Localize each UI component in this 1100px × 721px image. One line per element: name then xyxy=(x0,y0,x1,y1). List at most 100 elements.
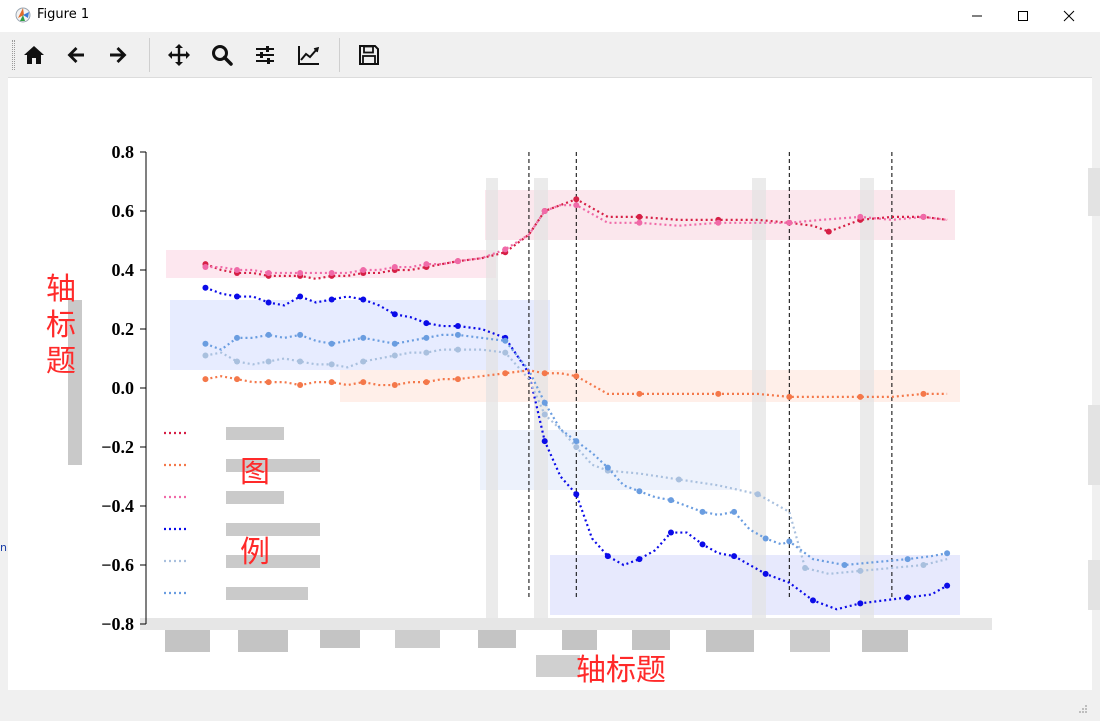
home-button[interactable] xyxy=(18,40,50,70)
data-point xyxy=(573,491,580,498)
data-point xyxy=(762,535,769,542)
data-point xyxy=(731,553,738,560)
background-window-fragment: n xyxy=(0,541,7,554)
y-tick-label: −0.6 xyxy=(101,555,134,575)
data-point xyxy=(360,296,367,303)
data-point xyxy=(391,340,398,347)
data-point xyxy=(265,379,272,386)
series-line xyxy=(205,286,948,611)
y-tick-label: 0.4 xyxy=(112,260,135,280)
data-point xyxy=(636,556,643,563)
data-point xyxy=(202,376,209,383)
data-point xyxy=(573,196,580,203)
line-chart-icon xyxy=(298,46,320,65)
title-bar: Figure 1 xyxy=(0,0,1100,32)
data-point xyxy=(857,213,864,220)
data-point xyxy=(675,476,682,483)
data-point xyxy=(699,541,706,548)
data-point xyxy=(265,358,272,365)
y-axis-title-overlay: 轴标题 xyxy=(46,272,76,379)
data-point xyxy=(636,390,643,397)
window-frame-left xyxy=(0,32,8,721)
data-point xyxy=(825,228,832,235)
data-point xyxy=(423,379,430,386)
back-button[interactable] xyxy=(60,40,92,70)
arrow-left-icon xyxy=(67,47,84,63)
data-point xyxy=(699,508,706,515)
resize-grip-icon[interactable] xyxy=(1078,704,1088,714)
data-point xyxy=(265,299,272,306)
app-icon xyxy=(15,7,31,23)
data-point xyxy=(541,370,548,377)
data-point xyxy=(904,556,911,563)
data-point xyxy=(667,497,674,504)
forward-button[interactable] xyxy=(102,40,134,70)
data-point xyxy=(809,597,816,604)
close-button[interactable] xyxy=(1046,0,1092,32)
data-point xyxy=(731,508,738,515)
legend-label-redacted xyxy=(226,523,320,536)
data-point xyxy=(265,331,272,338)
legend-label-redacted xyxy=(226,555,320,568)
x-axis-title-overlay: 轴标题 xyxy=(576,653,666,688)
data-point xyxy=(328,269,335,276)
data-point xyxy=(762,570,769,577)
toolbar-separator xyxy=(339,38,340,72)
series-line xyxy=(205,197,948,280)
toolbar-grip[interactable] xyxy=(12,40,15,70)
data-point xyxy=(360,358,367,365)
window-frame-bottom xyxy=(0,714,1100,721)
data-point xyxy=(920,213,927,220)
data-point xyxy=(234,293,241,300)
data-point xyxy=(754,491,761,498)
legend-title-overlay-1: 图 xyxy=(240,455,270,490)
data-point xyxy=(502,246,509,253)
data-point xyxy=(573,444,580,450)
save-button[interactable] xyxy=(353,40,385,70)
data-point xyxy=(265,269,272,276)
data-point xyxy=(636,488,643,495)
edit-axes-button[interactable] xyxy=(293,40,325,70)
data-point xyxy=(786,219,793,226)
maximize-button[interactable] xyxy=(1000,0,1046,32)
series-line xyxy=(205,204,948,275)
data-point xyxy=(604,553,611,560)
minimize-button[interactable] xyxy=(954,0,1000,32)
data-point xyxy=(360,267,367,273)
magnifier-icon xyxy=(212,45,233,66)
toolbar-separator xyxy=(149,38,150,72)
y-tick-label: 0.6 xyxy=(112,201,135,221)
minimize-icon xyxy=(972,15,982,17)
data-point xyxy=(423,349,430,356)
data-point xyxy=(202,352,209,359)
legend-label-redacted xyxy=(226,491,284,504)
data-point xyxy=(636,213,643,220)
data-point xyxy=(502,370,509,377)
data-point xyxy=(454,376,461,383)
data-point xyxy=(786,538,793,545)
maximize-icon xyxy=(1018,11,1028,21)
data-point xyxy=(944,582,951,589)
data-point xyxy=(454,331,461,338)
window-title: Figure 1 xyxy=(37,7,90,22)
y-tick-group: 0.8 0.6 0.4 0.2 0.0 −0.2 −0.4 −0.6 −0.8 xyxy=(101,142,146,634)
pan-button[interactable] xyxy=(163,40,195,70)
data-point xyxy=(502,337,509,344)
data-point xyxy=(202,340,209,347)
data-point xyxy=(454,258,461,265)
data-point xyxy=(328,379,335,386)
data-point xyxy=(541,411,548,418)
subplots-button[interactable] xyxy=(249,40,281,70)
pixelated-overlay xyxy=(68,168,1100,677)
y-tick-label: 0.8 xyxy=(112,142,135,162)
series-group xyxy=(202,196,951,611)
data-point xyxy=(202,264,209,271)
data-point xyxy=(360,379,367,386)
data-point xyxy=(541,399,548,406)
y-tick-label: −0.4 xyxy=(101,496,134,516)
zoom-button[interactable] xyxy=(206,40,238,70)
home-icon xyxy=(24,46,44,64)
data-point xyxy=(636,219,643,226)
data-point xyxy=(541,438,548,445)
